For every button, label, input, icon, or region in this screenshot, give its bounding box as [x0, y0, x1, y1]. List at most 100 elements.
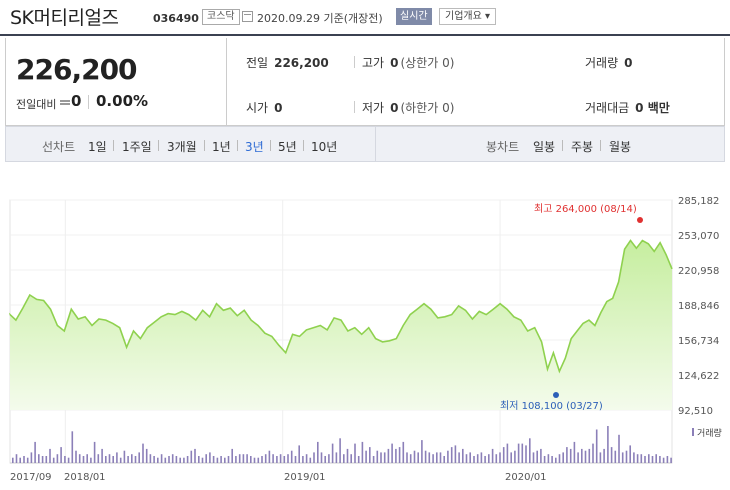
volume-label: 거래량 — [585, 56, 619, 70]
volume-bar — [610, 447, 613, 463]
volume-legend-label: 거래량 — [697, 427, 722, 439]
chart-period-bar: 선차트 1일 1주일 3개월 1년 3년 5년 10년 봉차트 일봉 주봉 월봉 — [5, 126, 725, 162]
volume-bar — [153, 456, 155, 463]
volume-bar — [346, 448, 349, 463]
volume-bar — [246, 454, 248, 463]
volume-bar — [86, 454, 88, 463]
volume-bar — [462, 448, 464, 463]
low-cell: 저가 0 (하한가 0) — [362, 99, 454, 116]
volume-bar — [391, 443, 393, 463]
candle-tab-weekly[interactable]: 주봉 — [571, 140, 594, 154]
volume-bar — [569, 448, 572, 463]
high-cell: 고가 0 (상한가 0) — [362, 54, 454, 71]
reference-date: 2020.09.29 기준(개장전) — [257, 12, 383, 25]
volume-bar — [250, 456, 252, 463]
volume-bar — [171, 454, 174, 463]
volume-bar — [454, 445, 457, 463]
price-chart[interactable]: 285,182 253,070 220,958 188,846 156,734 124,6… — [0, 162, 730, 490]
volume-bar — [417, 452, 419, 463]
volume-bar — [547, 454, 550, 463]
candle-tab-monthly[interactable]: 월봉 — [609, 140, 632, 154]
volume-bar — [555, 457, 557, 463]
x-tick-label: 2020/01 — [505, 472, 547, 483]
divider — [158, 140, 159, 151]
volume-bar — [521, 443, 524, 463]
price-chart-svg[interactable]: 285,182 253,070 220,958 188,846 156,734 124,6… — [0, 162, 730, 490]
period-tab-1d[interactable]: 1일 — [88, 140, 107, 154]
period-tab-10y[interactable]: 10년 — [311, 140, 338, 154]
period-tab-3m[interactable]: 3개월 — [167, 140, 197, 154]
line-chart-label: 선차트 — [42, 140, 76, 154]
volume-bar — [595, 429, 598, 463]
period-tab-1y[interactable]: 1년 — [212, 140, 231, 154]
volume-bar — [205, 454, 207, 463]
volume-bar — [41, 456, 44, 463]
candle-tab-daily[interactable]: 일봉 — [533, 140, 556, 154]
period-tab-5y[interactable]: 5년 — [278, 140, 297, 154]
volume-bar — [532, 452, 535, 463]
divider — [113, 140, 114, 151]
volume-bar — [662, 457, 665, 463]
volume-bar — [506, 443, 509, 463]
volume-bar — [324, 456, 326, 463]
volume-bar — [621, 452, 624, 463]
volume-bar — [272, 454, 274, 463]
high-marker — [637, 217, 643, 223]
volume-bar — [112, 456, 114, 463]
volume-bar — [149, 454, 152, 463]
period-tab-3y[interactable]: 3년 — [245, 140, 264, 154]
volume-bar — [648, 454, 650, 463]
volume-bar — [581, 448, 583, 463]
y-tick-label: 156,734 — [678, 336, 719, 347]
realtime-button[interactable]: 실시간 — [396, 8, 432, 25]
volume-bar — [45, 456, 48, 463]
volume-bar — [343, 454, 345, 463]
volume-bar — [38, 454, 40, 463]
volume-bar — [198, 456, 200, 463]
divider — [354, 56, 355, 68]
low-value: 0 — [390, 101, 399, 115]
company-info-dropdown[interactable]: 기업개요 ▾ — [439, 8, 496, 25]
volume-bar — [305, 454, 308, 463]
volume-bar — [659, 456, 661, 463]
volume-bar — [71, 431, 74, 463]
y-tick-label: 220,958 — [678, 266, 719, 277]
volume-bar — [264, 454, 267, 463]
volume-bar — [19, 457, 21, 463]
volume-bar — [186, 456, 189, 463]
quote-panel: 226,200 전일대비 0 0.00% 전일 226,200 고가 0 (상한가 0… — [5, 38, 725, 126]
volume-bar — [216, 457, 219, 463]
volume-bar — [235, 456, 237, 463]
volume-bar — [458, 452, 460, 463]
volume-bar — [436, 452, 438, 463]
volume-bar — [75, 450, 77, 463]
volume-bar — [536, 450, 538, 463]
x-tick-label: 2017/09 — [10, 472, 52, 483]
high-value: 0 — [390, 56, 399, 70]
volume-bar — [510, 452, 512, 463]
volume-bar — [261, 456, 263, 463]
volume-bar — [82, 456, 85, 463]
volume-bar — [290, 450, 293, 463]
volume-bar — [320, 452, 323, 463]
volume-cell: 거래량 0 — [585, 54, 632, 71]
volume-bar — [543, 456, 546, 463]
volume-bar — [402, 441, 405, 463]
volume-bar — [514, 450, 516, 463]
volume-bar — [573, 441, 576, 463]
change-label: 전일대비 — [16, 98, 57, 111]
volume-bar — [238, 454, 241, 463]
change-percent: 0.00% — [96, 92, 149, 110]
volume-bar — [354, 443, 356, 463]
volume-bar — [476, 454, 479, 463]
volume-bar — [357, 456, 360, 463]
period-tab-1w[interactable]: 1주일 — [122, 140, 152, 154]
volume-bar — [529, 438, 531, 463]
y-tick-label: 253,070 — [678, 231, 719, 242]
high-label: 고가 — [362, 56, 385, 70]
volume-bar — [276, 456, 278, 463]
volume-bar — [123, 450, 126, 463]
volume-bar — [298, 445, 300, 463]
volume-bar — [599, 452, 602, 463]
volume-bar — [224, 457, 226, 463]
